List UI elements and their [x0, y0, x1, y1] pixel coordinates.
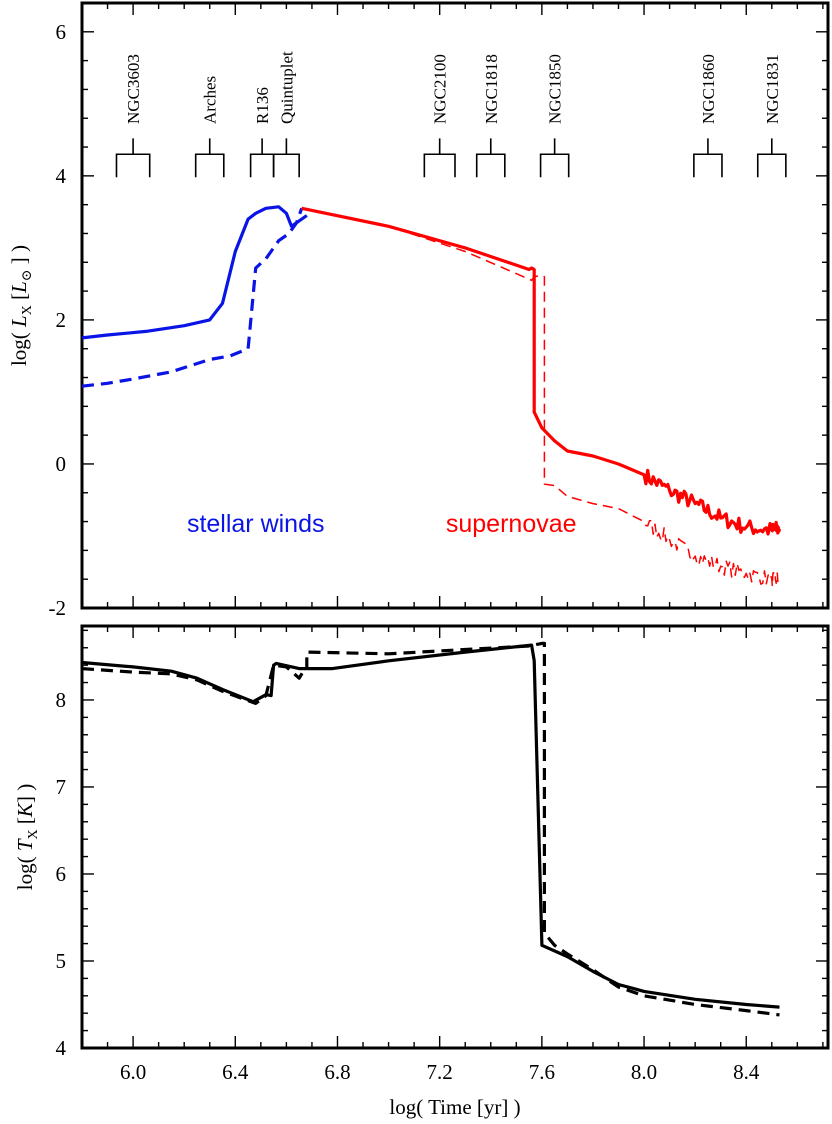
y-tick-label: 7: [56, 775, 67, 799]
cluster-bracket: [475, 138, 506, 178]
x-tick-label: 8.0: [631, 1060, 657, 1084]
cluster-label: Quintuplet: [277, 51, 296, 124]
cluster-label: NGC1818: [482, 54, 501, 124]
x-tick-label: 7.6: [529, 1060, 555, 1084]
cluster-bracket: [115, 138, 151, 178]
series-line-supernovae-solid: [301, 206, 782, 536]
series-annotation: supernovae: [446, 510, 577, 538]
cluster-bracket: [539, 138, 570, 178]
x-axis-title: log( Time [yr] ): [389, 1095, 520, 1119]
cluster-label: NGC1831: [763, 54, 782, 124]
y-axis-title-symbol: T: [13, 838, 37, 851]
cluster-label: NGC3603: [124, 54, 143, 124]
y-axis-title-text: ] ): [13, 784, 37, 803]
x-tick-label: 6.4: [222, 1060, 249, 1084]
y-axis-title: log( TX [K] ): [13, 784, 41, 890]
cluster-bracket: [194, 138, 225, 178]
series-line-supernovae-dashed: [301, 207, 781, 588]
series-line-stellar-winds-dashed: [81, 207, 304, 388]
y-axis-title-subscript: X: [26, 829, 41, 839]
x-tick-label: 6.8: [324, 1060, 350, 1084]
y-tick-label: 8: [56, 688, 67, 712]
series-line-solid: [81, 643, 780, 1009]
cluster-label: NGC1860: [699, 54, 718, 124]
cluster-bracket: [423, 138, 456, 178]
y-axis-title-text: ] ): [7, 245, 31, 270]
y-axis-title: log( LX [L⊙ ] ): [7, 245, 35, 366]
y-axis-title-subscript: X: [20, 305, 35, 315]
plot-frame: [80, 624, 830, 1050]
cluster-label: R136: [253, 87, 272, 124]
y-axis-title-unit: L: [7, 281, 31, 294]
y-axis-title-text: log(: [7, 327, 31, 366]
x-tick-label: 8.4: [733, 1060, 760, 1084]
y-tick-label: 2: [56, 308, 67, 332]
cluster-bracket: [756, 138, 787, 178]
y-tick-label: 5: [56, 949, 67, 973]
cluster-bracket: [249, 138, 275, 178]
x-tick-label: 7.2: [427, 1060, 453, 1084]
plot-frame: [80, 1, 830, 610]
cluster-bracket: [272, 138, 300, 178]
y-tick-label: -2: [49, 596, 67, 620]
y-axis-title-symbol: L: [7, 315, 31, 328]
cluster-bracket: [693, 138, 723, 178]
series-annotation: stellar winds: [187, 510, 325, 538]
y-axis-title-unit-subscript: ⊙: [20, 269, 35, 281]
y-tick-label: 4: [56, 1036, 67, 1060]
series-line-dashed: [81, 641, 780, 1017]
y-axis-title-text: log(: [13, 851, 37, 890]
cluster-label: Arches: [201, 76, 220, 124]
y-tick-label: 6: [56, 20, 67, 44]
y-axis-title-text: [: [13, 817, 37, 829]
x-tick-label: 6.0: [120, 1060, 146, 1084]
temperature-panel: 4 5 6 7 8 log( TX [K] ) 6.0 6.4 6.8 7.2 7.6 8.0 8.4 l…: [13, 624, 830, 1119]
cluster-label: NGC2100: [431, 54, 450, 124]
y-tick-label: 6: [56, 862, 67, 886]
y-axis-title-unit: K: [13, 802, 37, 818]
y-axis-title-text: [: [7, 293, 31, 305]
y-tick-label: 0: [56, 452, 67, 476]
cluster-label: NGC1850: [546, 54, 565, 124]
series-line-stellar-winds-solid: [81, 205, 308, 340]
y-tick-label: 4: [56, 164, 67, 188]
